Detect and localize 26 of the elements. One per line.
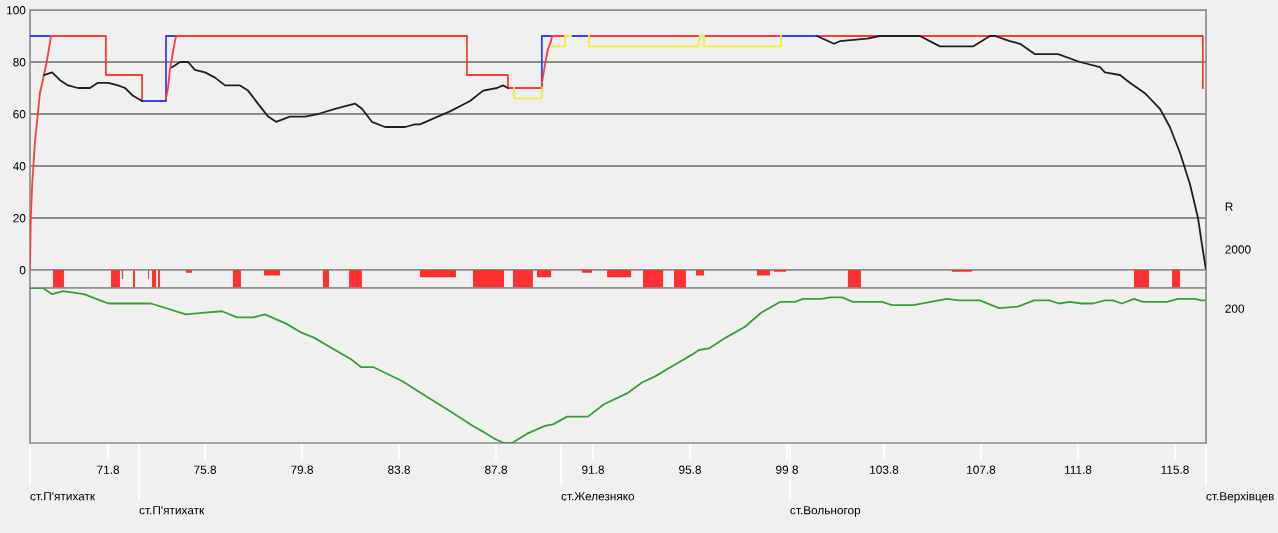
x-tick-label: 103.8 — [870, 465, 899, 474]
x-tick-label: 107.8 — [967, 465, 996, 474]
x-tick-label: 75.8 — [194, 465, 217, 474]
y-tick-label: 60 — [13, 110, 26, 119]
text: 2000 — [1225, 245, 1251, 254]
ref-line-label: ст.Железняко — [561, 492, 635, 501]
x-tick-label: 95.8 — [679, 465, 701, 474]
x-tick-label: 91.8 — [582, 465, 604, 474]
y-tick-label: 40 — [12, 162, 26, 171]
x-tick-label: 71.8 — [97, 465, 120, 474]
ref-line-label: ст.Вольногор — [790, 506, 861, 517]
x-tick-label: 99.8 — [776, 465, 798, 474]
y-tick-label: 0 — [19, 266, 26, 275]
x-tick-label: 87.8 — [485, 465, 508, 474]
text: 200 — [1225, 304, 1245, 313]
x-tick-label: 115.8 — [1161, 465, 1189, 474]
y-tick-label: 20 — [13, 214, 26, 223]
x-tick-label: 111.8 — [1064, 465, 1092, 474]
ref-line-label: ст.Верхівцев — [1206, 491, 1274, 503]
x-tick-label: 83.8 — [388, 465, 411, 474]
text: R — [1225, 202, 1233, 211]
y-tick-label: 100 — [7, 6, 26, 15]
ref-line-label: ст.П'ятихатк — [139, 506, 205, 515]
x-tick-label: 79.8 — [291, 465, 314, 474]
y-tick-label: 80 — [13, 58, 26, 67]
ref-line-label: ст.П'ятихатк — [30, 492, 96, 501]
